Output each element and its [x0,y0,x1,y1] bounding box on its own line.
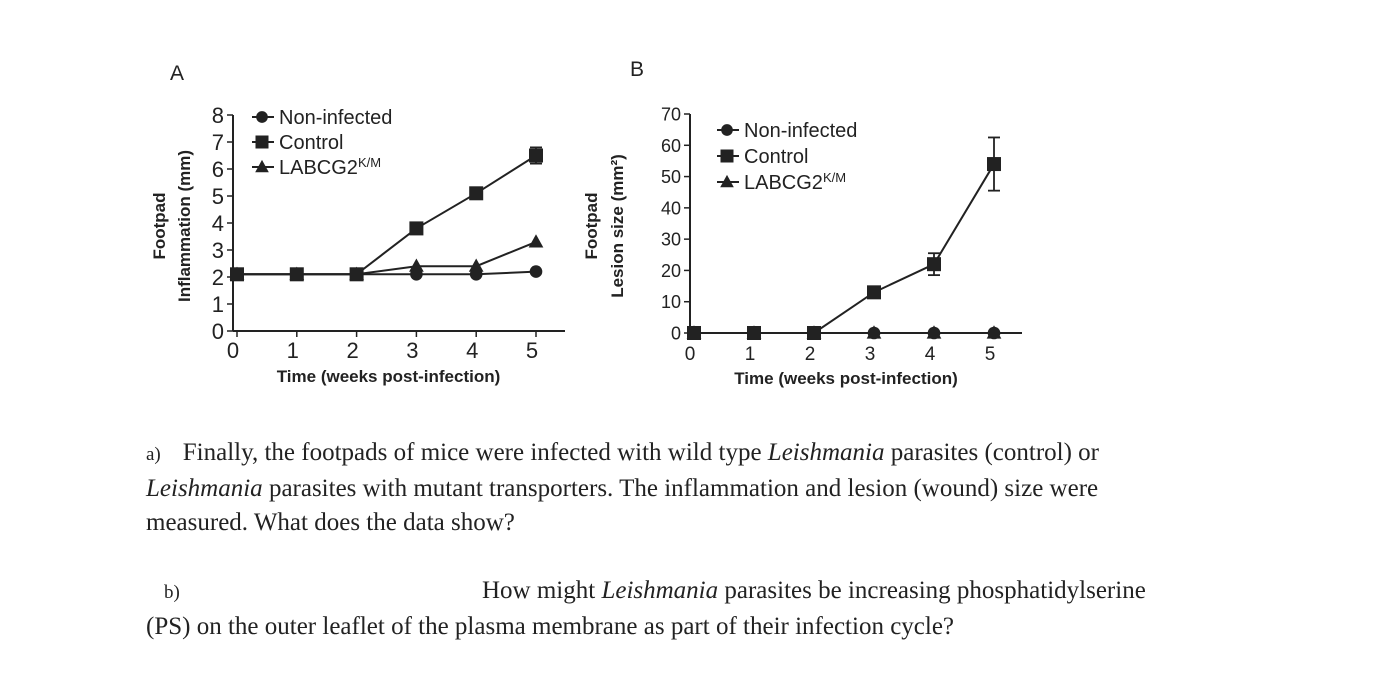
question-a-italic-2: Leishmania [146,475,263,502]
panel-a-series-labcg2-point [409,258,424,272]
panel-b-series-control-point [867,285,881,300]
panel-a-legend-labcg2-marker [255,159,269,173]
panel-a-series-control-point [230,267,244,282]
panel-b-y-tick-label: 70 [661,104,681,124]
panel-b-legend-non-infected-marker [721,124,733,136]
panel-a-series-control-point [409,221,424,236]
panel-b-series-control-point [987,157,1001,172]
panel-a-legend-control-marker [255,135,269,149]
question-b-italic: Leishmania [601,577,719,604]
panel-b-series-control-point [927,257,941,272]
panel-b-series-control-point [807,326,821,340]
panel-a-legend-non-infected-marker [256,111,268,123]
question-a-text-3: parasites with mutant transporters. The … [262,475,1099,502]
panel-b-series-non-infected-point [867,326,881,340]
panel-a-legend-labcg2-superscript: K/M [358,155,381,170]
panel-b-y-tick-label: 30 [661,230,681,250]
panel-b-series-control-point [687,326,701,340]
panel-b-x-tick-label: 3 [865,344,876,365]
panel-b-y-tick-label: 60 [661,136,681,156]
panel-a-y-tick-label: 4 [212,211,224,236]
panel-b-y-axis-label-1: Footpad [582,192,601,259]
panel-b-y-axis-label-2: Lesion size (mm²) [608,154,627,298]
question-b: b) How might Leishmania parasites be incr… [146,574,1146,644]
panel-a-legend-control-label: Control [279,132,343,154]
panel-a-x-tick-label: 5 [526,338,538,363]
panel-b-y-tick-label: 0 [671,323,681,343]
panel-b-x-tick-label: 2 [805,344,816,365]
question-b-label: b) [164,582,180,603]
panel-a-series-labcg2-point [528,234,544,248]
panel-a-y-tick-label: 5 [212,184,224,209]
panel-b-legend-non-infected-label: Non-infected [744,120,857,142]
panel-b-legend-control-label: Control [744,146,808,168]
panel-a-y-axis-label-2: Inflammation (mm) [175,150,194,302]
panel-b-y-tick-label: 40 [661,198,681,218]
panel-b-x-tick-label: 1 [745,344,756,365]
question-b-text-1: How might [482,577,602,604]
panel-a-series-control-point [349,267,364,282]
panel-a-series-control-point [289,267,304,282]
panel-b-x-axis-label: Time (weeks post-infection) [734,369,958,388]
question-a-label: a) [146,444,161,465]
panel-b-x-tick-label: 0 [685,344,696,365]
panel-b-series-non-infected-point [987,326,1001,340]
question-a-italic-1: Leishmania [767,439,885,466]
panel-b-series-non-infected-point [927,326,941,340]
panel-a-series-labcg2-line [237,240,537,276]
question-a: a) Finally, the footpads of mice were inf… [146,436,1099,540]
panel-a-y-tick-label: 8 [212,103,224,128]
panel-a-y-tick-label: 6 [212,157,224,182]
question-b-text-2: parasites be increasing phosphatidylseri… [718,577,1146,604]
panel-b-y-tick-label: 10 [661,292,681,312]
question-a-text-1: Finally, the footpads of mice were infec… [182,439,768,466]
question-b-text-3: (PS) on the outer leaflet of the plasma … [146,613,955,640]
panel-b-legend-control-marker [720,149,734,163]
panel-a-x-tick-label: 1 [287,338,299,363]
panel-b-y-tick-label: 50 [661,167,681,187]
panel-b-x-tick-label: 4 [925,344,936,365]
panel-b-series-control-point [747,326,761,340]
panel-a-series-non-infected-point [529,265,543,278]
panel-a-x-tick-label: 0 [227,338,239,363]
panel-a-y-axis-label-1: Footpad [150,192,169,259]
panel-a-y-tick-label: 3 [212,238,224,263]
question-a-text-2: parasites (control) or [884,439,1099,466]
panel-a-title: A [170,62,184,85]
panel-b-legend-labcg2-superscript: K/M [823,170,846,185]
panel-a-y-tick-label: 7 [212,130,224,155]
panel-a-y-tick-label: 1 [212,292,224,317]
panel-a-y-tick-label: 0 [212,319,224,344]
panel-a-x-tick-label: 3 [406,338,418,363]
panel-a-series-control-point [469,186,484,201]
panel-b-series-control-line [694,163,995,334]
panel-a-series-control-line [237,154,537,276]
panel-a-legend-non-infected-label: Non-infected [279,107,392,129]
panel-b-legend-labcg2-label: LABCG2K/M [744,170,846,194]
question-a-text-4: measured. What does the data show? [146,509,515,536]
panel-a-x-tick-label: 2 [346,338,358,363]
panel-a-legend-labcg2-label: LABCG2K/M [279,155,381,179]
panel-b-legend-labcg2-marker [720,174,734,188]
panel-a-series-non-infected-point [469,268,483,281]
panel-b-y-tick-label: 20 [661,261,681,281]
panel-a-y-tick-label: 2 [212,265,224,290]
panel-a-series-control-point [529,148,543,163]
panel-a-x-tick-label: 4 [466,338,478,363]
panel-a-series-labcg2-point [468,258,484,272]
panel-b-title: B [630,58,644,81]
panel-a-series-non-infected-point [410,268,423,281]
panel-a-x-axis-label: Time (weeks post-infection) [277,367,501,386]
panel-b-x-tick-label: 5 [985,344,996,365]
